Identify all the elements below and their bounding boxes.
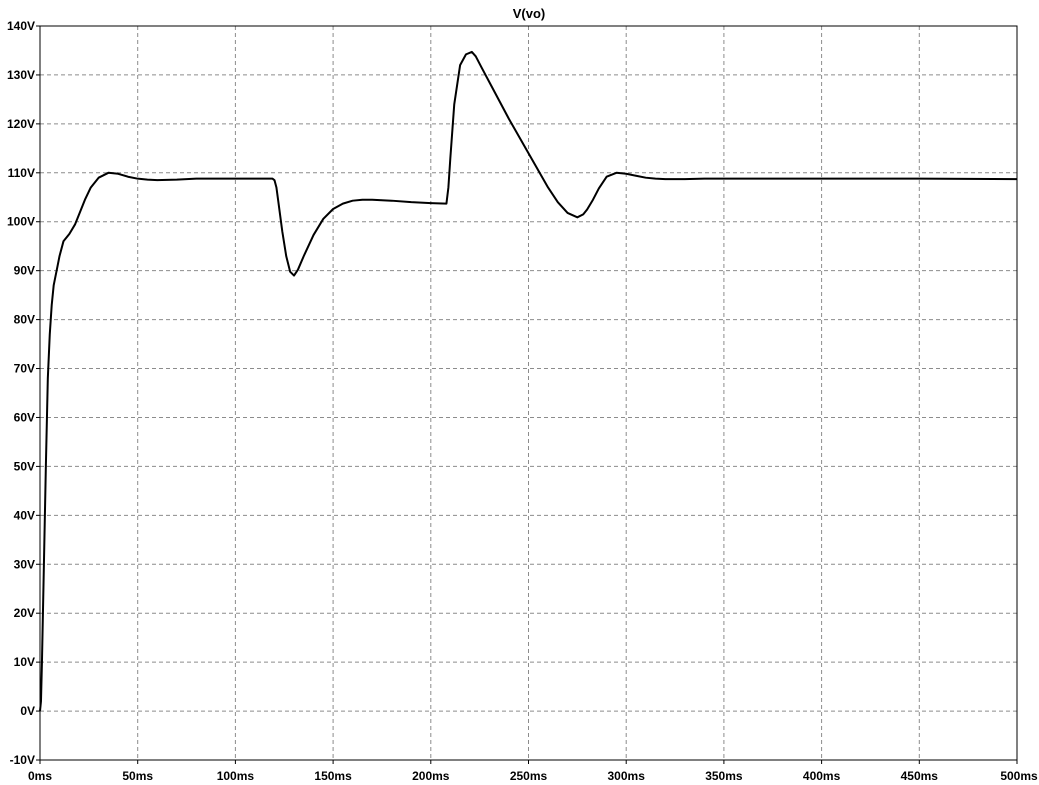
y-tick-label: 80V bbox=[14, 313, 35, 327]
series-line-0 bbox=[39, 50, 1018, 712]
y-tick-label: 100V bbox=[7, 215, 35, 229]
x-tick-label: 500ms bbox=[1000, 769, 1038, 783]
y-tick-label: 70V bbox=[14, 362, 35, 376]
x-tick-label: 150ms bbox=[314, 769, 352, 783]
x-tick-label: 300ms bbox=[608, 769, 646, 783]
chart-title: V(vo) bbox=[513, 6, 546, 21]
y-tick-label: 20V bbox=[14, 606, 35, 620]
y-tick-label: 30V bbox=[14, 557, 35, 571]
x-tick-label: 0ms bbox=[28, 769, 52, 783]
x-tick-label: 400ms bbox=[803, 769, 841, 783]
x-tick-label: 200ms bbox=[412, 769, 450, 783]
y-tick-label: 140V bbox=[7, 19, 35, 33]
plot-area[interactable] bbox=[39, 50, 1018, 712]
y-axis: -10V 0V 10V 20V 30V 40V 50V 60V 70V 80V 90V 100V 110… bbox=[7, 19, 40, 767]
x-tick-label: 50ms bbox=[122, 769, 153, 783]
y-tick-label: 110V bbox=[8, 166, 35, 180]
y-tick-label: 60V bbox=[14, 410, 35, 424]
y-tick-label: 10V bbox=[14, 655, 35, 669]
y-tick-label: 120V bbox=[7, 117, 35, 131]
x-tick-label: 350ms bbox=[705, 769, 743, 783]
y-tick-label: 50V bbox=[14, 459, 35, 473]
y-tick-label: 130V bbox=[7, 68, 35, 82]
x-tick-label: 450ms bbox=[901, 769, 939, 783]
x-tick-label: 250ms bbox=[510, 769, 548, 783]
y-tick-label: 0V bbox=[20, 704, 35, 718]
y-tick-label: 40V bbox=[14, 508, 35, 522]
x-tick-label: 100ms bbox=[217, 769, 255, 783]
grid bbox=[40, 26, 1017, 760]
x-axis: 0ms 50ms 100ms 150ms 200ms 250ms 300ms 350ms 400… bbox=[28, 760, 1038, 783]
y-tick-label: -10V bbox=[10, 753, 35, 767]
y-tick-label: 90V bbox=[14, 264, 35, 278]
